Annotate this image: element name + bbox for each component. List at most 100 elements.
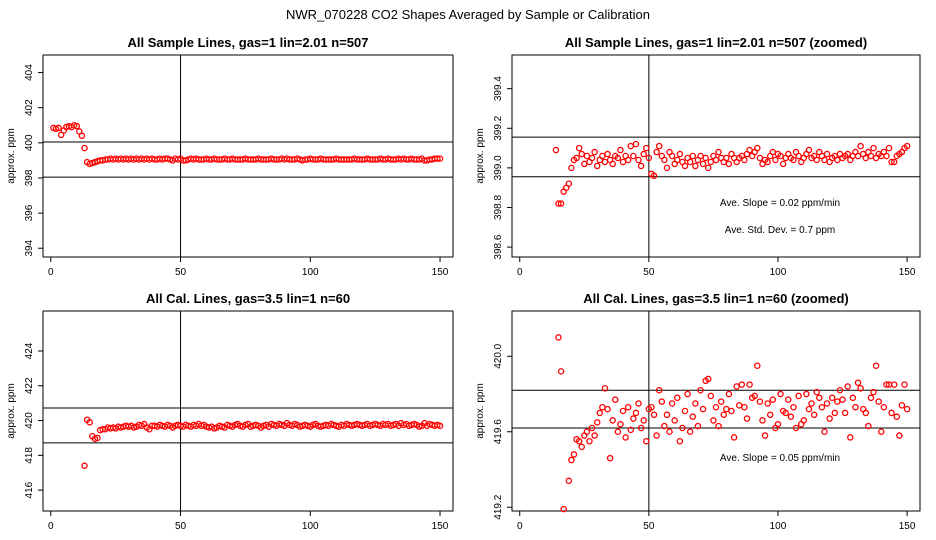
data-point bbox=[808, 400, 815, 407]
data-point bbox=[630, 152, 637, 160]
x-tick-label: 150 bbox=[432, 267, 449, 278]
x-tick-label: 150 bbox=[899, 521, 916, 532]
x-tick-label: 50 bbox=[175, 521, 187, 532]
data-point bbox=[769, 396, 777, 403]
data-point bbox=[790, 156, 797, 164]
y-tick-label: 396 bbox=[24, 204, 35, 221]
data-point bbox=[823, 400, 831, 407]
data-point bbox=[55, 124, 62, 132]
data-point bbox=[666, 428, 673, 435]
data-point bbox=[756, 398, 764, 405]
data-point bbox=[888, 158, 895, 166]
data-point bbox=[692, 162, 699, 170]
x-tick-label: 50 bbox=[643, 521, 655, 532]
data-point bbox=[596, 409, 604, 417]
data-point bbox=[640, 417, 647, 424]
data-point bbox=[593, 419, 601, 426]
data-point bbox=[555, 334, 562, 341]
data-point bbox=[565, 180, 573, 187]
data-point bbox=[434, 155, 441, 162]
data-point bbox=[759, 417, 766, 424]
data-point bbox=[805, 405, 813, 413]
data-point bbox=[818, 403, 826, 411]
y-tick-label: 398.6 bbox=[493, 234, 504, 259]
data-point bbox=[903, 405, 911, 413]
x-tick-label: 100 bbox=[302, 521, 319, 532]
data-point bbox=[650, 172, 658, 180]
data-point bbox=[568, 456, 575, 464]
data-point bbox=[601, 158, 609, 166]
data-point bbox=[761, 432, 769, 439]
data-point bbox=[810, 411, 818, 419]
data-point bbox=[686, 158, 694, 166]
data-point bbox=[867, 152, 875, 160]
data-point bbox=[436, 422, 444, 430]
data-point bbox=[800, 417, 808, 424]
data-point bbox=[764, 400, 771, 407]
data-point bbox=[885, 144, 893, 152]
data-point bbox=[694, 422, 702, 430]
data-point bbox=[782, 409, 789, 417]
data-point bbox=[888, 409, 895, 417]
data-point bbox=[627, 142, 635, 150]
data-point bbox=[570, 451, 578, 458]
panel-title: All Cal. Lines, gas=3.5 lin=1 n=60 (zoom… bbox=[583, 291, 849, 306]
data-point bbox=[588, 424, 596, 432]
data-point bbox=[813, 388, 820, 396]
data-point bbox=[635, 156, 642, 164]
data-point bbox=[653, 432, 660, 439]
data-point bbox=[847, 434, 854, 441]
data-point bbox=[903, 142, 911, 150]
data-point bbox=[844, 383, 851, 390]
data-point bbox=[81, 462, 88, 470]
data-point bbox=[697, 152, 704, 160]
data-point bbox=[599, 152, 606, 160]
data-point bbox=[756, 154, 764, 162]
data-point bbox=[816, 394, 823, 402]
data-point bbox=[826, 415, 833, 422]
data-point bbox=[612, 396, 619, 403]
data-point bbox=[738, 381, 746, 388]
data-point bbox=[787, 413, 795, 420]
data-point bbox=[890, 158, 898, 166]
y-tick-label: 420 bbox=[24, 412, 35, 429]
data-point bbox=[606, 454, 614, 462]
data-point bbox=[619, 407, 627, 415]
data-point bbox=[792, 424, 800, 432]
data-point bbox=[661, 156, 668, 164]
data-point bbox=[720, 411, 728, 419]
data-point bbox=[684, 390, 691, 398]
data-point bbox=[676, 150, 684, 158]
data-point bbox=[854, 379, 862, 386]
data-point bbox=[658, 398, 666, 405]
data-point bbox=[655, 386, 663, 394]
data-point bbox=[617, 146, 624, 154]
data-point bbox=[813, 156, 820, 164]
data-point bbox=[741, 403, 748, 411]
stats-annotation: Ave. Slope = 0.05 ppm/min bbox=[720, 453, 840, 464]
data-point bbox=[689, 152, 697, 160]
y-tick-label: 419.6 bbox=[493, 419, 504, 444]
data-point bbox=[705, 164, 712, 172]
data-point bbox=[632, 409, 640, 417]
data-point bbox=[679, 424, 686, 432]
data-point bbox=[593, 162, 601, 170]
data-point bbox=[857, 142, 864, 150]
data-point bbox=[624, 403, 632, 411]
y-tick-label: 402 bbox=[24, 99, 35, 116]
data-point bbox=[821, 156, 828, 164]
data-point bbox=[751, 392, 758, 400]
y-tick-label: 422 bbox=[24, 377, 35, 394]
data-point bbox=[901, 381, 908, 388]
data-point bbox=[878, 428, 885, 435]
data-point bbox=[774, 420, 782, 428]
data-point bbox=[78, 132, 86, 140]
data-point bbox=[723, 154, 730, 162]
data-point bbox=[754, 362, 761, 369]
x-tick-label: 0 bbox=[517, 267, 523, 278]
data-point bbox=[604, 405, 611, 413]
data-point bbox=[705, 375, 712, 383]
data-point bbox=[650, 411, 658, 419]
x-tick-label: 100 bbox=[302, 267, 319, 278]
data-point bbox=[790, 403, 797, 411]
